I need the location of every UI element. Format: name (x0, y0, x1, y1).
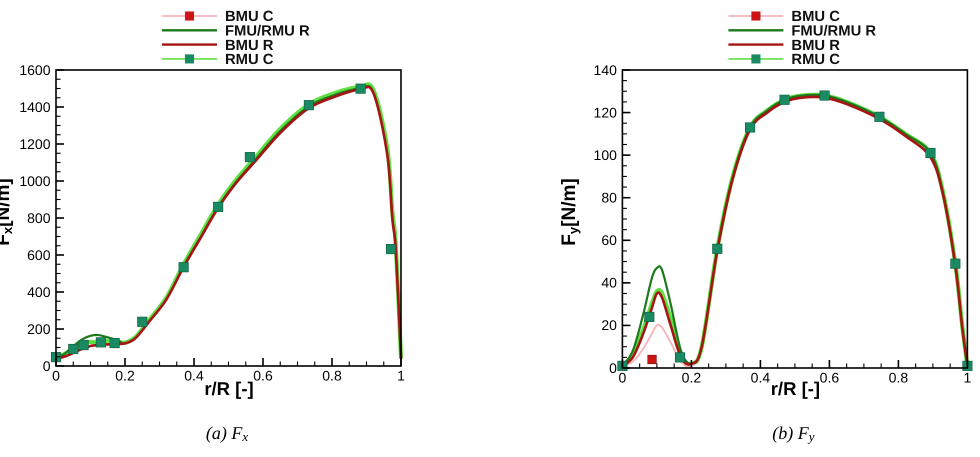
svg-text:0.8: 0.8 (322, 368, 342, 384)
svg-text:(b) Fy: (b) Fy (772, 423, 814, 444)
svg-text:200: 200 (27, 321, 51, 337)
svg-text:20: 20 (601, 317, 617, 333)
svg-text:0: 0 (619, 370, 627, 386)
svg-text:0: 0 (609, 360, 617, 376)
svg-text:120: 120 (594, 104, 618, 120)
svg-text:0.6: 0.6 (253, 368, 273, 384)
svg-text:1: 1 (964, 370, 972, 386)
svg-text:1200: 1200 (19, 136, 50, 152)
svg-text:800: 800 (27, 210, 51, 226)
svg-text:1600: 1600 (19, 62, 50, 78)
svg-text:60: 60 (601, 232, 617, 248)
svg-text:r/R [-]: r/R [-] (771, 378, 820, 399)
svg-text:0.2: 0.2 (682, 370, 702, 386)
svg-text:0: 0 (43, 358, 51, 374)
svg-text:140: 140 (594, 62, 618, 78)
svg-text:400: 400 (27, 284, 51, 300)
svg-text:600: 600 (27, 247, 51, 263)
svg-text:1000: 1000 (19, 173, 50, 189)
svg-text:0.6: 0.6 (820, 370, 840, 386)
svg-text:1: 1 (397, 368, 405, 384)
svg-text:RMU C: RMU C (791, 52, 840, 68)
svg-text:80: 80 (601, 190, 617, 206)
svg-text:40: 40 (601, 275, 617, 291)
svg-text:r/R [-]: r/R [-] (204, 378, 253, 399)
svg-text:RMU C: RMU C (225, 52, 274, 68)
svg-text:100: 100 (594, 147, 618, 163)
svg-text:0.4: 0.4 (184, 368, 204, 384)
svg-text:0.4: 0.4 (751, 370, 771, 386)
svg-text:0: 0 (52, 368, 60, 384)
svg-text:1400: 1400 (19, 99, 50, 115)
svg-text:0.2: 0.2 (115, 368, 135, 384)
svg-text:(a) Fx: (a) Fx (206, 423, 248, 444)
svg-text:0.8: 0.8 (889, 370, 909, 386)
